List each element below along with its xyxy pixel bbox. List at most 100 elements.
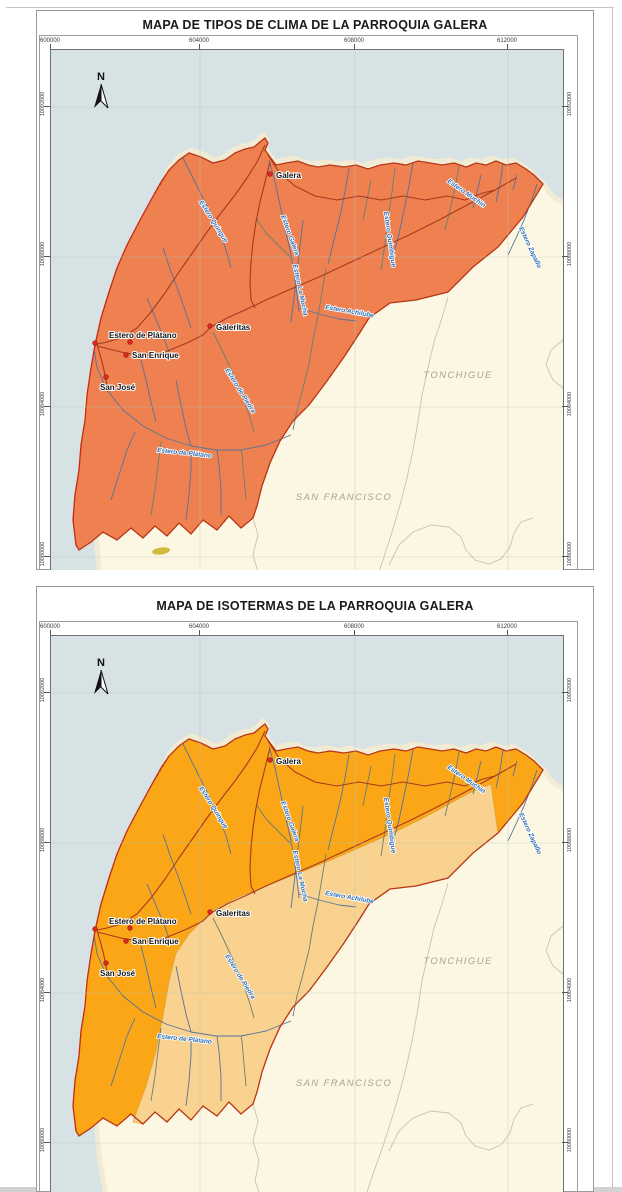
- axis-label-northing-left: 10080000: [40, 541, 46, 567]
- road-path: [96, 144, 266, 345]
- river-path: [268, 159, 300, 313]
- region-label: SAN FRANCISCO: [296, 1078, 392, 1089]
- neighbor-boundary: [545, 925, 563, 975]
- axis-label-northing-right: 10084000: [567, 391, 573, 417]
- river-path: [175, 379, 192, 447]
- page-frame-right-line: [612, 7, 613, 1192]
- river-path: [472, 174, 482, 209]
- river-path: [507, 183, 538, 256]
- river-path: [93, 347, 292, 451]
- river-path: [110, 1017, 136, 1087]
- town-label: San Enrique: [132, 937, 179, 946]
- north-arrow-right: [100, 83, 109, 109]
- river-path: [292, 267, 327, 431]
- town-marker: [123, 938, 129, 944]
- town-label: Galeritas: [216, 909, 251, 918]
- axis-tick: [507, 630, 508, 635]
- road-path: [249, 747, 271, 895]
- river-path: [150, 1027, 162, 1102]
- river-path: [175, 965, 192, 1033]
- river-path: [512, 174, 518, 191]
- river-path: [495, 163, 504, 203]
- town-marker: [207, 909, 213, 915]
- axis-tick: [562, 106, 568, 107]
- road-path: [96, 929, 109, 979]
- north-arrow-icon: N: [94, 71, 109, 109]
- north-label: N: [97, 657, 105, 669]
- neighbor-boundary: [252, 517, 259, 570]
- axis-tick: [44, 556, 50, 557]
- axis-tick: [562, 556, 568, 557]
- axis-tick: [44, 992, 50, 993]
- river-path: [512, 760, 518, 777]
- neighbor-boundary: [388, 517, 534, 566]
- road-path: [267, 154, 496, 201]
- river-path: [472, 760, 482, 795]
- axis-tick: [199, 630, 200, 635]
- river-path: [110, 431, 136, 501]
- axis-label-northing-left: 10092000: [40, 91, 46, 117]
- parish-boundary-dashed: [72, 137, 544, 551]
- road-path: [96, 177, 517, 357]
- river-path: [292, 853, 327, 1017]
- town-label: Galera: [276, 171, 301, 180]
- axis-label-northing-left: 10088000: [40, 827, 46, 853]
- sand-patch: [152, 547, 170, 555]
- axis-label-easting: 600000: [39, 624, 61, 630]
- river-path: [216, 449, 222, 515]
- axis-tick: [507, 44, 508, 49]
- river-path: [185, 1036, 192, 1107]
- river-path: [140, 945, 157, 1009]
- town-marker: [207, 323, 213, 329]
- river-path: [150, 441, 162, 516]
- parish-boundary-dashed: [72, 723, 544, 1137]
- town-label: San José: [100, 383, 136, 392]
- coastal-boundary-dashed: [72, 169, 170, 546]
- river-path: [290, 219, 304, 323]
- axis-tick: [44, 842, 50, 843]
- river-path: [212, 331, 255, 433]
- town-marker: [92, 926, 98, 932]
- river-path: [255, 217, 292, 259]
- road-path: [96, 343, 109, 393]
- river-path: [290, 805, 304, 909]
- axis-label-northing-right: 10080000: [567, 1127, 573, 1153]
- town-marker: [123, 352, 129, 358]
- axis-label-northing-right: 10092000: [567, 677, 573, 703]
- axis-tick: [562, 842, 568, 843]
- town-marker: [267, 171, 273, 177]
- town-marker: [127, 925, 133, 931]
- river-path: [182, 743, 232, 855]
- axis-label-easting: 604000: [188, 624, 210, 630]
- town-marker: [103, 960, 109, 966]
- river-path: [216, 1035, 222, 1101]
- map-title-clima: MAPA DE TIPOS DE CLIMA DE LA PARROQUIA G…: [142, 18, 488, 32]
- north-label: N: [97, 71, 105, 83]
- river-path: [380, 753, 396, 857]
- north-arrow-left: [94, 670, 101, 694]
- neighbor-boundary: [366, 882, 449, 1192]
- north-arrow-icon: N: [94, 657, 109, 695]
- river-path: [255, 803, 292, 845]
- map-canvas-isotermas: N TONCHIGUE SAN FRANCISCO Estero Quingue Est…: [50, 635, 564, 1192]
- axis-tick: [562, 692, 568, 693]
- axis-tick: [562, 1142, 568, 1143]
- road-path: [249, 161, 271, 309]
- axis-tick: [562, 992, 568, 993]
- neighbor-boundary: [388, 1103, 534, 1152]
- axis-label-northing-right: 10080000: [567, 541, 573, 567]
- town-label: Galeritas: [216, 323, 251, 332]
- town-label: Estero de Plátano: [109, 917, 177, 926]
- axis-tick: [44, 106, 50, 107]
- river-path: [495, 749, 504, 789]
- town-label: San José: [100, 969, 136, 978]
- river-path: [93, 933, 292, 1037]
- axis-tick: [199, 44, 200, 49]
- neighbor-boundary: [252, 1103, 260, 1192]
- graticule-frame: [39, 621, 578, 1192]
- axis-label-northing-right: 10088000: [567, 241, 573, 267]
- map-panel-isotermas: MAPA DE ISOTERMAS DE LA PARROQUIA GALERA…: [36, 586, 594, 1192]
